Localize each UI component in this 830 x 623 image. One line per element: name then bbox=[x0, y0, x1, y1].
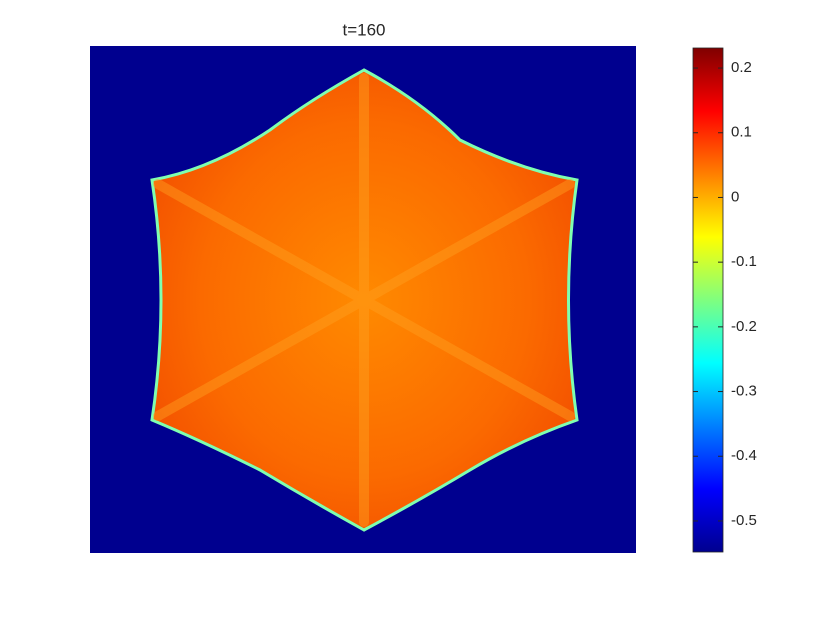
colorbar-tick-label: -0.1 bbox=[731, 253, 757, 270]
colorbar-tick-label: -0.2 bbox=[731, 318, 757, 335]
colorbar-tick-label: 0 bbox=[731, 188, 739, 205]
colorbar-tick-label: -0.5 bbox=[731, 512, 757, 529]
colorbar-tick-label: -0.4 bbox=[731, 447, 757, 464]
colorbar bbox=[692, 47, 724, 553]
colorbar-tick-label: 0.2 bbox=[731, 59, 752, 76]
heatmap-image bbox=[90, 46, 636, 553]
crystal bbox=[150, 68, 579, 532]
colorbar-tick-label: 0.1 bbox=[731, 124, 752, 141]
chart-title: t=160 bbox=[342, 20, 385, 39]
crystal-arms bbox=[153, 73, 575, 527]
colorbar-tick-label: -0.3 bbox=[731, 383, 757, 400]
